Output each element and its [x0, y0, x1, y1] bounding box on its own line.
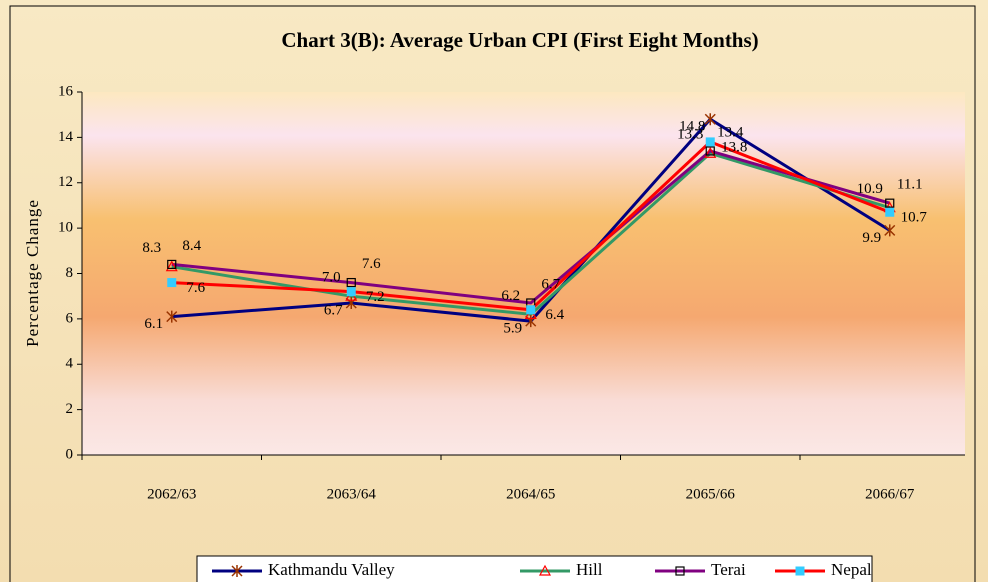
data-label: 7.6 — [186, 280, 205, 296]
data-label: 10.9 — [857, 181, 883, 197]
y-tick-label: 0 — [66, 446, 74, 462]
legend — [196, 555, 873, 582]
data-point — [526, 305, 536, 315]
data-label: 13.8 — [721, 139, 747, 155]
y-tick-label: 16 — [58, 83, 74, 99]
data-label: 9.9 — [862, 230, 881, 246]
y-tick-label: 2 — [66, 401, 74, 417]
data-point — [705, 137, 715, 147]
data-point — [704, 147, 717, 158]
legend-label: Kathmandu Valley — [268, 560, 395, 579]
x-tick-label: 2065/66 — [686, 486, 736, 502]
chart-title: Chart 3(B): Average Urban CPI (First Eig… — [281, 28, 758, 52]
series-line — [171, 151, 891, 316]
data-point — [884, 224, 896, 237]
data-label: 6.7 — [324, 302, 343, 318]
data-point — [167, 259, 177, 270]
legend-marker — [538, 564, 552, 576]
y-tick-label: 8 — [66, 265, 74, 281]
data-label: 6.1 — [144, 316, 163, 332]
chart-border — [9, 5, 976, 582]
data-label: 11.1 — [897, 177, 923, 193]
data-point — [704, 113, 716, 126]
data-label: 6.4 — [545, 307, 564, 323]
y-tick-label: 12 — [58, 174, 73, 190]
data-point — [167, 278, 177, 288]
data-label: 7.6 — [362, 256, 381, 272]
data-point — [885, 198, 895, 208]
data-label: 7.0 — [322, 270, 341, 286]
legend-label: Nepal — [831, 560, 872, 579]
x-tick-label: 2063/64 — [327, 486, 377, 502]
data-label: 14.8 — [679, 119, 705, 135]
x-tick-label: 2066/67 — [865, 486, 915, 502]
data-point — [885, 207, 895, 217]
y-axis-title: Percentage Change — [23, 199, 42, 347]
y-tick-label: 10 — [58, 220, 73, 236]
series-line — [171, 149, 891, 305]
legend-label: Terai — [711, 560, 746, 579]
y-tick-label: 14 — [58, 129, 74, 145]
data-point — [166, 310, 178, 323]
data-label: 7.2 — [366, 289, 385, 305]
data-label: 6.7 — [541, 276, 560, 292]
legend-marker — [675, 566, 685, 576]
y-tick-label: 6 — [66, 310, 74, 326]
plot-area — [82, 92, 965, 455]
legend-marker — [795, 566, 805, 576]
data-label: 8.3 — [142, 240, 161, 256]
x-tick-label: 2062/63 — [147, 486, 196, 502]
legend-label: Hill — [576, 560, 603, 579]
legend-marker — [231, 565, 243, 577]
data-label: 5.9 — [503, 321, 522, 337]
data-label: 6.2 — [501, 288, 520, 304]
data-label: 10.7 — [901, 210, 928, 226]
data-label: 8.4 — [182, 238, 201, 254]
data-label: 13.4 — [717, 124, 744, 140]
y-tick-label: 4 — [66, 356, 74, 372]
data-point — [346, 277, 356, 288]
data-point — [346, 287, 356, 297]
x-tick-label: 2064/65 — [506, 486, 555, 502]
data-label: 13.3 — [677, 127, 703, 143]
data-point — [165, 260, 178, 272]
data-point — [705, 146, 715, 156]
